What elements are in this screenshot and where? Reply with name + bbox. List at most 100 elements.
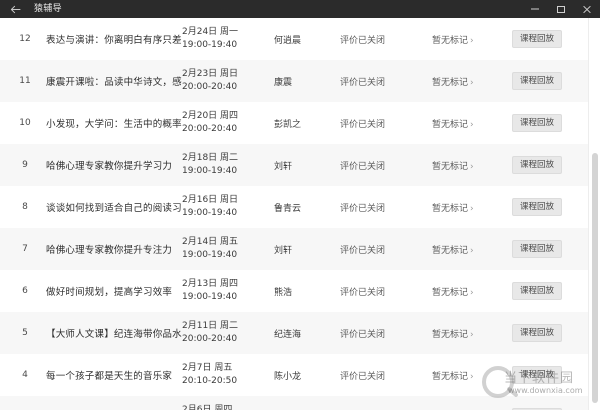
course-date: 2月6日 周四 [182, 404, 233, 410]
window-controls [522, 0, 600, 18]
table-row[interactable]: 10 小发现，大学问：生活中的概率统计思维2月20日 周四 20:00-20:40 彭… [0, 102, 588, 144]
table-row[interactable]: 11 康震开课啦：品读中华诗文，感受英雄力量2月23日 周日 20:00-20:40… [0, 60, 588, 102]
course-date: 2月20日 周四 [182, 110, 239, 121]
course-mark-link[interactable]: 暂无标记 › [432, 201, 512, 214]
course-date: 2月18日 周二 [182, 152, 239, 163]
course-teacher: 鲁青云 [274, 203, 302, 214]
course-evaluation-status: 评价已关闭 [340, 119, 386, 130]
course-mark-label: 暂无标记 [432, 245, 469, 256]
close-button[interactable] [574, 0, 600, 18]
course-evaluation-status: 评价已关闭 [340, 287, 386, 298]
minimize-button[interactable] [522, 0, 548, 18]
course-replay-button[interactable]: 课程回放 [512, 323, 563, 343]
course-date: 2月24日 周一 [182, 26, 239, 37]
row-index: 8 [22, 202, 28, 212]
chevron-right-icon: › [470, 203, 474, 214]
course-mark-label: 暂无标记 [432, 161, 469, 172]
course-mark-link[interactable]: 暂无标记 › [432, 369, 512, 382]
course-schedule: 2月14日 周五 19:00-19:40 [182, 236, 274, 262]
course-evaluation-status: 评价已关闭 [340, 77, 386, 88]
course-mark-link[interactable]: 暂无标记 › [432, 159, 512, 172]
course-mark-link[interactable]: 暂无标记 › [432, 117, 512, 130]
chevron-right-icon: › [470, 119, 474, 130]
course-action-cell: 课程回放 [512, 155, 582, 175]
table-row[interactable]: 5 【大师人文课】纪连海带你品水浒 2月11日 周二 20:00-20:40 纪连海 评价… [0, 312, 588, 354]
row-index: 11 [19, 76, 31, 86]
course-time: 19:00-19:40 [182, 40, 238, 50]
back-button[interactable] [0, 0, 30, 18]
course-replay-button[interactable]: 课程回放 [512, 239, 563, 259]
course-replay-button[interactable]: 课程回放 [512, 113, 563, 133]
vertical-scrollbar[interactable] [588, 18, 600, 410]
chevron-right-icon: › [470, 77, 474, 88]
table-row[interactable]: 8 谈谈如何找到适合自己的阅读习惯 2月16日 周日 19:00-19:40 鲁青云 评价… [0, 186, 588, 228]
window-title: 猿辅导 [34, 4, 62, 14]
scrollbar-thumb[interactable] [592, 153, 598, 403]
course-schedule: 2月23日 周日 20:00-20:40 [182, 68, 274, 94]
row-index: 5 [22, 328, 28, 338]
course-teacher: 刘轩 [274, 245, 293, 256]
row-index: 9 [22, 160, 28, 170]
course-schedule: 2月16日 周日 19:00-19:40 [182, 194, 274, 220]
row-index: 10 [19, 118, 31, 128]
course-title: 谈谈如何找到适合自己的阅读习惯 [46, 203, 182, 214]
course-mark-link[interactable]: 暂无标记 › [432, 327, 512, 340]
course-replay-button[interactable]: 课程回放 [512, 71, 563, 91]
table-row[interactable]: 4 每一个孩子都是天生的音乐家 2月7日 周五 20:10-20:50 陈小龙 评价已关闭… [0, 354, 588, 396]
course-mark-label: 暂无标记 [432, 119, 469, 130]
course-action-cell: 课程回放 [512, 365, 582, 385]
course-time: 20:00-20:40 [182, 124, 238, 134]
course-title: 哈佛心理专家教你提升学习力 [46, 161, 173, 172]
table-row[interactable]: 12 表达与演讲：你离明白有序只差三步2月24日 周一 19:00-19:40 何逍晨… [0, 18, 588, 60]
course-teacher: 熊浩 [274, 287, 293, 298]
course-evaluation-status: 评价已关闭 [340, 35, 386, 46]
row-index: 6 [22, 286, 28, 296]
chevron-right-icon: › [470, 35, 474, 46]
course-replay-button[interactable]: 课程回放 [512, 29, 563, 49]
table-row[interactable]: 3面对疫情，我们该如何调节紧张情绪2月6日 周四20:10-20:50刘嘉评价已… [0, 396, 588, 410]
close-icon [582, 5, 592, 14]
course-mark-link[interactable]: 暂无标记 › [432, 75, 512, 88]
arrow-left-icon [10, 5, 21, 14]
course-time: 20:00-20:40 [182, 82, 238, 92]
table-row[interactable]: 6 做好时间规划，提高学习效率 2月13日 周四 19:00-19:40 熊浩 评价已关闭… [0, 270, 588, 312]
maximize-button[interactable] [548, 0, 574, 18]
course-title: 小发现，大学问：生活中的概率统计思维 [46, 119, 182, 130]
course-replay-button[interactable]: 课程回放 [512, 281, 563, 301]
course-teacher: 何逍晨 [274, 35, 302, 46]
course-title: 做好时间规划，提高学习效率 [46, 287, 173, 298]
course-date: 2月14日 周五 [182, 236, 239, 247]
course-evaluation-status: 评价已关闭 [340, 329, 386, 340]
course-list-scroll-area[interactable]: 12 表达与演讲：你离明白有序只差三步2月24日 周一 19:00-19:40 何逍晨… [0, 18, 600, 410]
course-title: 每一个孩子都是天生的音乐家 [46, 371, 173, 382]
course-date: 2月7日 周五 [182, 362, 233, 373]
course-schedule: 2月24日 周一 19:00-19:40 [182, 26, 274, 52]
course-replay-button[interactable]: 课程回放 [512, 365, 563, 385]
chevron-right-icon: › [470, 161, 474, 172]
course-replay-button[interactable]: 课程回放 [512, 407, 563, 410]
course-action-cell: 课程回放 [512, 197, 582, 217]
course-action-cell: 课程回放 [512, 29, 582, 49]
course-action-cell: 课程回放 [512, 113, 582, 133]
table-row[interactable]: 9 哈佛心理专家教你提升学习力 2月18日 周二 19:00-19:40 刘轩 评价已关闭… [0, 144, 588, 186]
course-schedule: 2月13日 周四 19:00-19:40 [182, 278, 274, 304]
course-evaluation-status: 评价已关闭 [340, 245, 386, 256]
course-replay-button[interactable]: 课程回放 [512, 197, 563, 217]
course-time: 19:00-19:40 [182, 292, 238, 302]
course-teacher: 纪连海 [274, 329, 302, 340]
course-title: 表达与演讲：你离明白有序只差三步 [46, 35, 182, 46]
course-date: 2月13日 周四 [182, 278, 239, 289]
course-schedule: 2月7日 周五 20:10-20:50 [182, 362, 274, 388]
course-action-cell: 课程回放 [512, 407, 582, 410]
course-time: 20:10-20:50 [182, 376, 238, 386]
course-replay-button[interactable]: 课程回放 [512, 155, 563, 175]
course-teacher: 陈小龙 [274, 371, 302, 382]
table-row[interactable]: 7 哈佛心理专家教你提升专注力 2月14日 周五 19:00-19:40 刘轩 评价已关闭… [0, 228, 588, 270]
course-mark-link[interactable]: 暂无标记 › [432, 33, 512, 46]
course-mark-label: 暂无标记 [432, 329, 469, 340]
course-mark-link[interactable]: 暂无标记 › [432, 243, 512, 256]
course-mark-link[interactable]: 暂无标记 › [432, 285, 512, 298]
course-time: 19:00-19:40 [182, 250, 238, 260]
